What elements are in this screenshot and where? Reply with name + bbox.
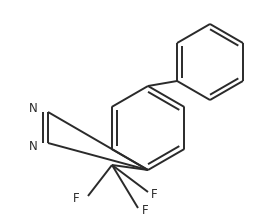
Text: N: N bbox=[29, 141, 37, 154]
Text: F: F bbox=[151, 187, 157, 200]
Text: F: F bbox=[73, 192, 79, 204]
Text: F: F bbox=[142, 204, 148, 217]
Text: N: N bbox=[29, 101, 37, 114]
